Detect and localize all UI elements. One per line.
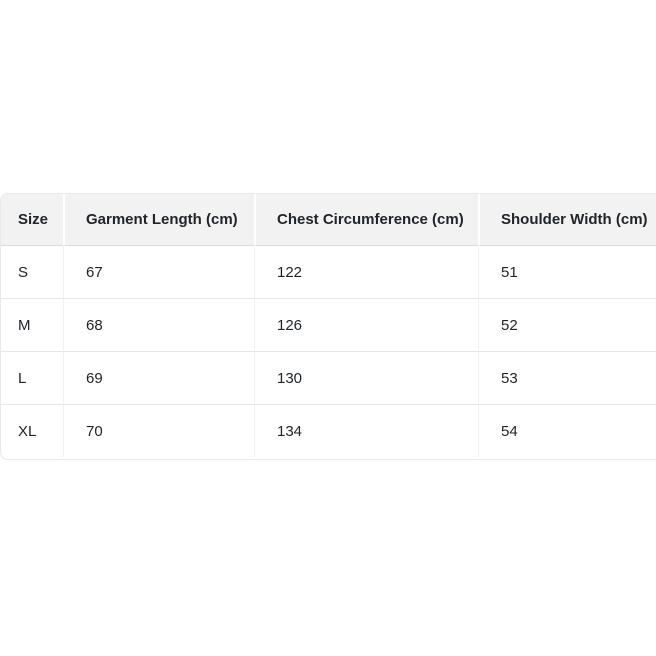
header-row: Size Garment Length (cm) Chest Circumfer… <box>1 194 656 246</box>
size-chart-table: Size Garment Length (cm) Chest Circumfer… <box>1 194 656 457</box>
cell-size: L <box>1 352 63 405</box>
table-row-s: S 67 122 51 <box>1 246 656 299</box>
column-header-garment-length: Garment Length (cm) <box>63 194 254 246</box>
table-row-m: M 68 126 52 <box>1 299 656 352</box>
cell-shoulder-width: 51 <box>478 246 656 299</box>
cell-chest-circumference: 134 <box>254 405 478 457</box>
cell-size: S <box>1 246 63 299</box>
cell-garment-length: 68 <box>63 299 254 352</box>
cell-garment-length: 67 <box>63 246 254 299</box>
cell-shoulder-width: 52 <box>478 299 656 352</box>
cell-shoulder-width: 53 <box>478 352 656 405</box>
cell-shoulder-width: 54 <box>478 405 656 457</box>
column-header-size: Size <box>1 194 63 246</box>
cell-chest-circumference: 126 <box>254 299 478 352</box>
cell-garment-length: 70 <box>63 405 254 457</box>
column-header-shoulder-width: Shoulder Width (cm) <box>478 194 656 246</box>
table-row-xl: XL 70 134 54 <box>1 405 656 457</box>
cell-size: M <box>1 299 63 352</box>
table-scroll-container[interactable]: Size Garment Length (cm) Chest Circumfer… <box>0 193 656 460</box>
table-row-l: L 69 130 53 <box>1 352 656 405</box>
cell-chest-circumference: 130 <box>254 352 478 405</box>
cell-size: XL <box>1 405 63 457</box>
cell-chest-circumference: 122 <box>254 246 478 299</box>
column-header-chest-circumference: Chest Circumference (cm) <box>254 194 478 246</box>
cell-garment-length: 69 <box>63 352 254 405</box>
